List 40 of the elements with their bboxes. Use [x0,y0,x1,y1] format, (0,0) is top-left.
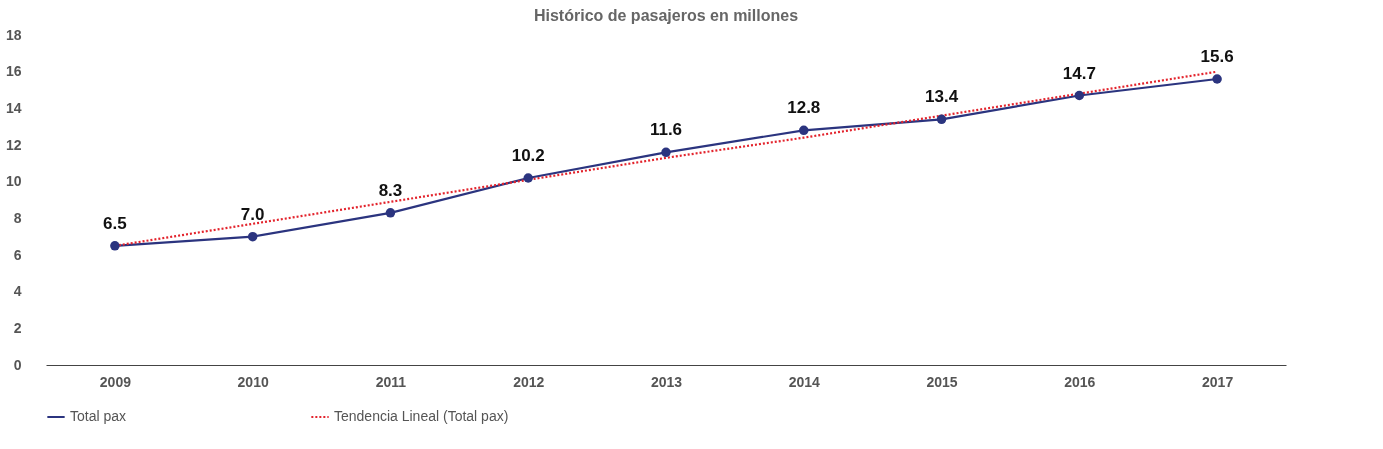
x-tick-label: 2016 [1064,373,1096,390]
x-tick-label: 2014 [788,373,821,390]
data-label: 10.2 [511,146,545,165]
y-tick-label: 4 [13,283,22,300]
y-tick-label: 8 [13,209,22,226]
data-label: 7.0 [240,204,265,224]
point [936,114,947,125]
point [523,173,533,183]
x-tick-label: 2010 [237,373,269,390]
point [385,208,396,218]
data-label: 12.8 [787,98,821,118]
x-tick-label: 2013 [650,373,683,390]
y-tick-label: 0 [13,356,22,373]
x-tick-label: 2015 [926,373,958,390]
x-tick-label: 2012 [513,373,545,390]
y-tick-label: 12 [5,136,22,153]
data-label: 8.3 [378,180,403,200]
data-label: 14.7 [1062,63,1096,83]
data-label: 11.6 [649,120,683,140]
x-tick-label: 2011 [375,373,407,390]
x-tick-label: 2017 [1202,373,1234,390]
data-label: 15.6 [1200,47,1234,66]
y-tick-label: 14 [5,99,22,116]
legend-label: Tendencia Lineal (Total pax) [334,408,509,424]
point [661,147,671,158]
data-label: 6.5 [103,213,127,233]
chart-title: Histórico de pasajeros en millones [533,7,799,24]
y-tick-label: 16 [5,63,22,80]
x-tick-label: 2009 [99,373,132,390]
point [1212,74,1222,84]
data-label: 13.4 [925,87,959,107]
y-tick-label: 2 [13,319,22,336]
point [110,241,120,251]
y-tick-label: 10 [5,173,22,190]
point [247,231,258,242]
legend-label: Total pax [70,408,127,424]
point [799,125,809,136]
point [1074,90,1085,101]
y-tick-label: 18 [5,26,22,43]
y-tick-label: 6 [13,246,22,263]
